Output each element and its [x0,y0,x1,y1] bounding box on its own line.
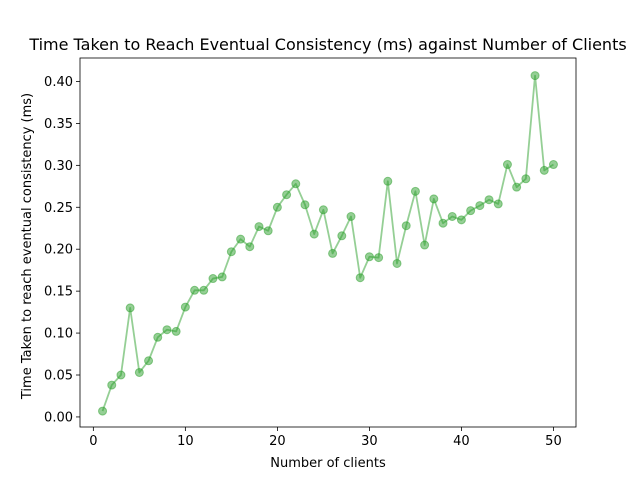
y-axis: 0.00 0.05 0.10 0.15 0.20 0.25 0.30 0.35 0.40 [44,75,80,425]
data-point [383,176,393,186]
data-point [429,194,439,204]
data-point [144,356,154,366]
data-point [272,202,282,212]
data-point [318,205,328,215]
data-point [484,195,494,205]
data-point [254,222,264,232]
data-point [208,274,218,284]
data-point [98,406,108,416]
y-tick-label: 0.20 [44,243,73,258]
data-point [245,242,255,252]
data-point [475,201,485,211]
data-point [125,303,135,313]
data-point [328,248,338,258]
data-point [456,215,466,225]
data-point [300,200,310,210]
x-tick-label: 20 [269,434,286,449]
y-tick-label: 0.30 [44,159,73,174]
data-point [162,325,172,335]
y-tick-label: 0.00 [44,410,73,425]
y-tick-label: 0.15 [44,285,73,300]
data-point [226,247,236,257]
x-tick-label: 0 [89,434,97,449]
data-point [180,302,190,312]
axes-frame [79,57,577,428]
data-point [410,186,420,196]
x-tick-label: 40 [453,434,470,449]
data-point [530,71,540,81]
x-axis-label: Number of clients [270,456,386,471]
data-point [521,174,531,184]
data-point [374,253,384,263]
data-point [337,231,347,241]
data-point [346,212,356,222]
data-point [493,199,503,209]
data-point [502,160,512,170]
data-point [263,226,273,236]
data-point [401,221,411,231]
data-point [116,370,126,380]
chart-title: Time Taken to Reach Eventual Consistency… [28,35,626,54]
x-tick-label: 10 [177,434,194,449]
x-tick-label: 50 [545,434,562,449]
x-axis: 0 10 20 30 40 50 [89,427,562,449]
y-tick-label: 0.25 [44,201,73,216]
plot-area [98,71,558,416]
data-point [392,258,402,268]
data-point [171,326,181,336]
data-point [291,179,301,189]
data-point [199,285,209,295]
y-tick-label: 0.40 [44,75,73,90]
data-point [539,165,549,175]
data-point [438,218,448,228]
data-point [236,234,246,244]
series-line [101,74,554,412]
data-point [512,182,522,192]
data-point [134,367,144,377]
data-point [217,272,227,282]
data-point [364,252,374,262]
data-point [447,212,457,222]
data-point [282,190,292,200]
data-point [355,273,365,283]
data-point [548,160,558,170]
y-tick-label: 0.35 [44,117,73,132]
data-point [153,332,163,342]
data-point [309,229,319,239]
y-tick-label: 0.05 [44,369,73,384]
data-point [190,285,200,295]
y-tick-label: 0.10 [44,327,73,342]
y-axis-label: Time Taken to reach eventual consistency… [20,93,35,400]
data-point [420,240,430,250]
x-tick-label: 30 [361,434,378,449]
data-point [107,380,117,390]
data-point [466,206,476,216]
